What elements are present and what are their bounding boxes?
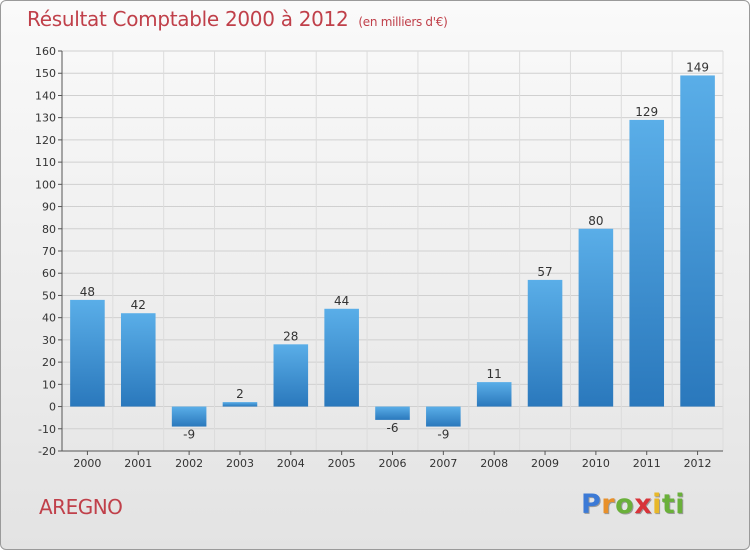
x-tick-label: 2002 <box>175 457 203 470</box>
logo-letter: r <box>601 489 616 520</box>
bar <box>527 279 563 407</box>
bar <box>375 406 410 420</box>
data-label: 80 <box>588 214 603 228</box>
y-tick-label: 160 <box>35 45 56 58</box>
x-tick-label: 2009 <box>531 457 559 470</box>
data-label: 28 <box>283 329 298 343</box>
y-tick-label: 140 <box>35 89 56 102</box>
data-label: 149 <box>686 60 709 74</box>
y-tick-label: 70 <box>42 245 56 258</box>
x-tick-label: 2012 <box>684 457 712 470</box>
y-tick-label: 90 <box>42 201 56 214</box>
y-tick-label: 120 <box>35 134 56 147</box>
bar <box>426 406 461 427</box>
y-tick-label: 80 <box>42 223 56 236</box>
x-tick-label: 2004 <box>277 457 305 470</box>
logo-letter: P <box>581 489 602 520</box>
bar <box>578 228 614 407</box>
bar <box>222 402 258 407</box>
x-tick-label: 2007 <box>429 457 457 470</box>
y-tick-label: 10 <box>42 378 56 391</box>
bar <box>680 75 715 407</box>
bar <box>70 299 105 407</box>
x-tick-label: 2008 <box>480 457 508 470</box>
y-tick-label: 20 <box>42 356 56 369</box>
y-tick-label: 0 <box>49 401 56 414</box>
logo-letter: ti <box>661 489 686 520</box>
bar <box>273 344 309 407</box>
bar <box>171 406 207 427</box>
data-label: -6 <box>387 421 399 435</box>
y-tick-label: 100 <box>35 178 56 191</box>
chart-title-text: Résultat Comptable 2000 à 2012 <box>27 7 349 31</box>
data-label: -9 <box>437 428 449 442</box>
x-tick-label: 2010 <box>582 457 610 470</box>
data-label: 48 <box>80 285 95 299</box>
x-tick-label: 2000 <box>73 457 101 470</box>
bar <box>324 308 359 407</box>
x-tick-label: 2011 <box>633 457 661 470</box>
data-label: 11 <box>487 367 502 381</box>
y-tick-label: -10 <box>38 423 56 436</box>
chart-title: Résultat Comptable 2000 à 2012 (en millie… <box>27 7 448 31</box>
y-tick-label: 130 <box>35 112 56 125</box>
logo-letter: i <box>652 489 662 520</box>
logo-letter: o <box>615 489 635 520</box>
x-tick-label: 2001 <box>124 457 152 470</box>
bar <box>476 382 512 407</box>
y-tick-label: 150 <box>35 67 56 80</box>
y-tick-label: 50 <box>42 289 56 302</box>
x-tick-label: 2006 <box>379 457 407 470</box>
data-label: 129 <box>635 105 658 119</box>
bar <box>120 313 156 407</box>
x-tick-label: 2005 <box>328 457 356 470</box>
data-label: 44 <box>334 294 349 308</box>
logo-letter: x <box>634 489 653 520</box>
data-label: 57 <box>537 265 552 279</box>
y-tick-label: -20 <box>38 445 56 458</box>
y-tick-label: 40 <box>42 312 56 325</box>
chart-unit: (en milliers d'€) <box>358 15 448 29</box>
y-tick-label: 60 <box>42 267 56 280</box>
data-label: -9 <box>183 428 195 442</box>
proxiti-logo: Proxiti <box>581 489 685 520</box>
y-tick-label: 30 <box>42 334 56 347</box>
x-tick-label: 2003 <box>226 457 254 470</box>
data-label: 42 <box>131 298 146 312</box>
y-tick-label: 110 <box>35 156 56 169</box>
data-label: 2 <box>236 387 244 401</box>
bar <box>629 119 665 407</box>
commune-name: AREGNO <box>39 495 123 519</box>
